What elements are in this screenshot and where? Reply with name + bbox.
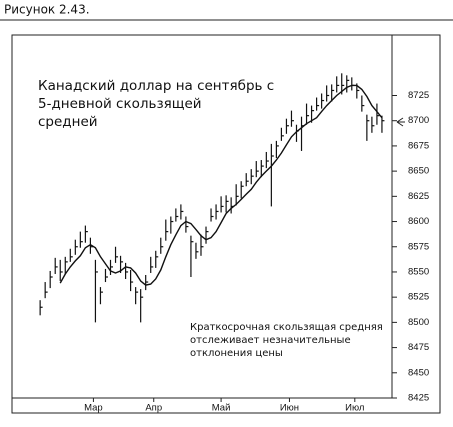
chart-title: средней [38, 114, 98, 130]
chart-title: Канадский доллар на сентябрь с [38, 78, 274, 94]
x-tick-label: Июл [345, 403, 364, 414]
y-tick-label: 8625 [408, 191, 429, 202]
annotation: отслеживает незначительные [190, 335, 351, 346]
x-tick-label: Апр [145, 403, 162, 414]
y-tick-label: 8550 [408, 266, 429, 277]
chart-title: 5-дневной скользящей [38, 96, 202, 112]
x-tick-label: Июн [280, 403, 299, 414]
y-tick-label: 8650 [408, 166, 429, 177]
y-tick-label: 8425 [408, 393, 429, 404]
price-arrow [396, 117, 405, 127]
x-tick-label: Май [212, 403, 231, 414]
annotation: отклонения цены [190, 348, 283, 359]
y-tick-label: 8500 [408, 317, 429, 328]
figure-caption: Рисунок 2.43. [4, 3, 90, 17]
y-tick-label: 8675 [408, 140, 429, 151]
moving-average [59, 84, 383, 286]
x-tick-label: Мар [84, 403, 103, 414]
y-tick-label: 8475 [408, 342, 429, 353]
y-tick-label: 8725 [408, 90, 429, 101]
y-tick-label: 8525 [408, 292, 429, 303]
y-tick-label: 8700 [408, 115, 429, 126]
y-tick-label: 8600 [408, 216, 429, 227]
y-tick-label: 8575 [408, 241, 429, 252]
chart-frame [11, 34, 441, 414]
y-tick-label: 8450 [408, 367, 429, 378]
annotation: Краткосрочная скользящая средняя [190, 322, 383, 333]
